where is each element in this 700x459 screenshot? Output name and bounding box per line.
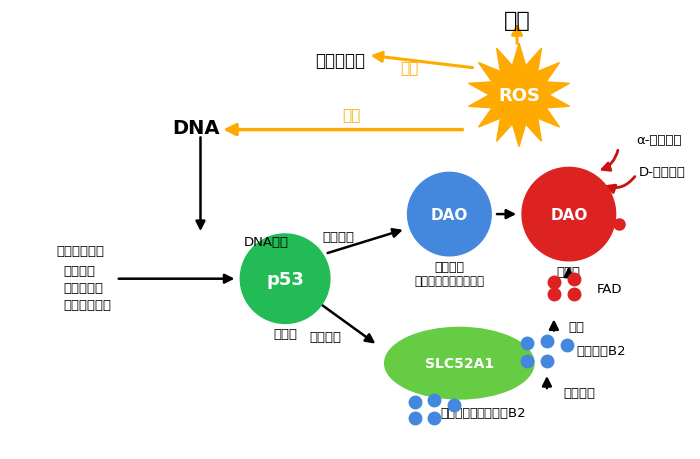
Text: D-アミノ酸: D-アミノ酸 <box>638 166 685 179</box>
Polygon shape <box>468 44 570 147</box>
Text: ビタミンB2: ビタミンB2 <box>476 407 526 420</box>
Text: 取り込み: 取り込み <box>564 386 596 398</box>
Text: 転写誘導: 転写誘導 <box>323 231 355 244</box>
Text: ベルオキシソーム局在: ベルオキシソーム局在 <box>414 274 484 287</box>
Text: 酸化: 酸化 <box>343 108 361 123</box>
Text: 細胞膜局在: 細胞膜局在 <box>440 407 478 420</box>
Text: ROS: ROS <box>498 87 540 105</box>
Text: α-イミノ酸: α-イミノ酸 <box>636 134 682 147</box>
Text: 細胞老化誘導: 細胞老化誘導 <box>56 245 104 258</box>
Text: テロメア短縮: テロメア短縮 <box>63 298 111 311</box>
Circle shape <box>407 173 491 256</box>
Text: 酸化: 酸化 <box>400 62 419 76</box>
Text: DNA損傷: DNA損傷 <box>244 236 288 249</box>
Circle shape <box>522 168 615 261</box>
Text: タンパク質: タンパク質 <box>315 52 365 70</box>
Text: 活性型: 活性型 <box>556 266 581 279</box>
Text: SLC52A1: SLC52A1 <box>425 356 494 370</box>
Text: DNA: DNA <box>172 119 219 138</box>
Text: FAD: FAD <box>596 283 622 296</box>
Text: 抗がん剤: 抗がん剤 <box>63 265 95 278</box>
Circle shape <box>240 235 330 324</box>
Text: ビタミンB2: ビタミンB2 <box>577 344 626 357</box>
Text: 活性型: 活性型 <box>273 327 297 340</box>
Text: 不活性型: 不活性型 <box>435 261 464 274</box>
Text: 脂質: 脂質 <box>504 11 531 31</box>
Text: DAO: DAO <box>430 207 468 222</box>
Text: 変換: 変換 <box>569 320 584 333</box>
Ellipse shape <box>385 328 534 399</box>
Text: がん遺伝子: がん遺伝子 <box>63 281 103 295</box>
Text: p53: p53 <box>266 270 304 288</box>
Text: 転写誘導: 転写誘導 <box>310 330 342 343</box>
Text: DAO: DAO <box>550 207 587 222</box>
